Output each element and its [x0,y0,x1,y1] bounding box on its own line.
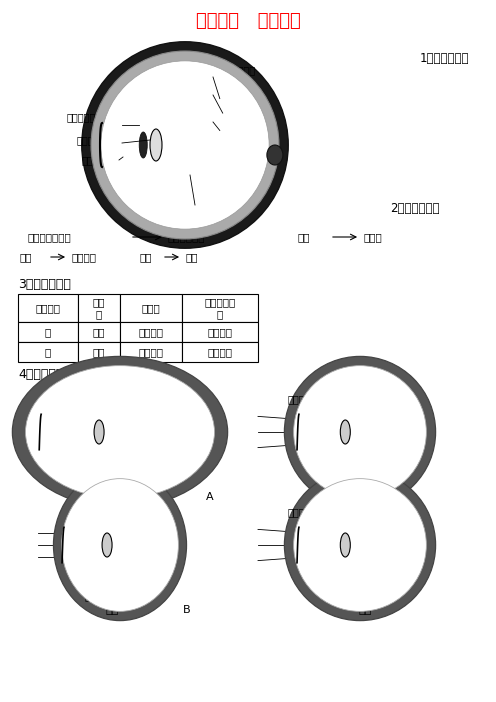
Ellipse shape [294,366,427,498]
Ellipse shape [83,503,157,587]
Ellipse shape [139,132,147,158]
Ellipse shape [101,61,269,229]
Text: 成像于视网膜: 成像于视网膜 [168,232,205,242]
Text: 凸度增大: 凸度增大 [138,347,164,357]
Text: 视神经: 视神经 [363,232,382,242]
Ellipse shape [318,390,402,474]
Text: 形成: 形成 [140,252,152,262]
Text: 收缩: 收缩 [93,347,105,357]
Text: 脉络膜: 脉络膜 [215,83,233,93]
Text: 视网膜: 视网膜 [215,110,233,120]
Ellipse shape [284,470,435,621]
Text: 玻璃体: 玻璃体 [186,207,204,217]
Bar [18,294,78,322]
Text: 传导: 传导 [20,252,33,262]
Text: 物体反射的光线: 物体反射的光线 [28,232,72,242]
Text: 冲动: 冲动 [298,232,310,242]
Text: A: A [206,492,214,502]
Ellipse shape [318,503,402,587]
Ellipse shape [340,420,350,444]
Bar [18,342,78,362]
Text: 凸透镜: 凸透镜 [287,507,305,517]
Text: 合理用脑   高效学习: 合理用脑 高效学习 [195,12,301,30]
Text: 晶长体: 晶长体 [77,135,95,145]
Bar [78,322,120,342]
Bar [120,322,182,342]
Text: 眼轴变短: 眼轴变短 [100,483,124,493]
Text: 视觉: 视觉 [185,252,197,262]
Text: 近视: 近视 [105,492,119,502]
Text: 矫正: 矫正 [359,605,372,615]
Text: 视网膜上: 视网膜上 [207,327,233,337]
Ellipse shape [25,366,214,498]
Text: 正常位置: 正常位置 [85,591,109,601]
Bar [120,342,182,362]
Text: 1、眼球的结构: 1、眼球的结构 [420,52,470,65]
Bar [120,294,182,322]
Ellipse shape [340,533,350,557]
Ellipse shape [12,357,228,508]
Ellipse shape [127,87,243,203]
Text: 物体距离: 物体距离 [36,303,61,313]
Bar [182,342,258,362]
Text: 2、视觉的形成: 2、视觉的形成 [390,202,439,215]
Text: 眼球变长: 眼球变长 [92,370,116,380]
Text: 凸度减小: 凸度减小 [138,327,164,337]
Text: 凹透镜: 凹透镜 [287,394,305,404]
Text: 巩膜（白眼球）: 巩膜（白眼球） [215,65,256,75]
Bar [18,322,78,342]
Bar [78,342,120,362]
Bar [78,294,120,322]
Text: 视网膜上: 视网膜上 [207,347,233,357]
Text: （黑眼珠）虹膜: （黑眼珠）虹膜 [67,112,108,122]
Ellipse shape [284,357,435,508]
Ellipse shape [150,129,162,161]
Bar [182,322,258,342]
Ellipse shape [60,390,180,474]
Ellipse shape [91,51,279,239]
Text: 角膜: 角膜 [82,155,94,165]
Ellipse shape [102,533,112,557]
Text: 晶状体折射: 晶状体折射 [155,220,186,230]
Ellipse shape [94,420,104,444]
Ellipse shape [62,479,179,611]
Text: 正常位置: 正常位置 [80,478,104,488]
Text: 3、正常眼视物: 3、正常眼视物 [18,278,71,291]
Text: 远: 远 [45,327,51,337]
Ellipse shape [294,479,427,611]
Ellipse shape [54,470,186,621]
Text: 矫正: 矫正 [359,492,372,502]
Text: 睫状
肌: 睫状 肌 [93,297,105,319]
Ellipse shape [82,41,288,249]
Text: 晶状体: 晶状体 [142,303,160,313]
Text: 近: 近 [45,347,51,357]
Bar [182,294,258,322]
Text: 视觉中枢: 视觉中枢 [72,252,97,262]
Text: 清晰物像位
置: 清晰物像位 置 [204,297,236,319]
Text: 舒张: 舒张 [93,327,105,337]
Text: B: B [183,605,191,615]
Text: 4、近视眼和远视眼: 4、近视眼和远视眼 [18,368,86,381]
Ellipse shape [267,145,283,165]
Text: 远视: 远视 [105,605,119,615]
